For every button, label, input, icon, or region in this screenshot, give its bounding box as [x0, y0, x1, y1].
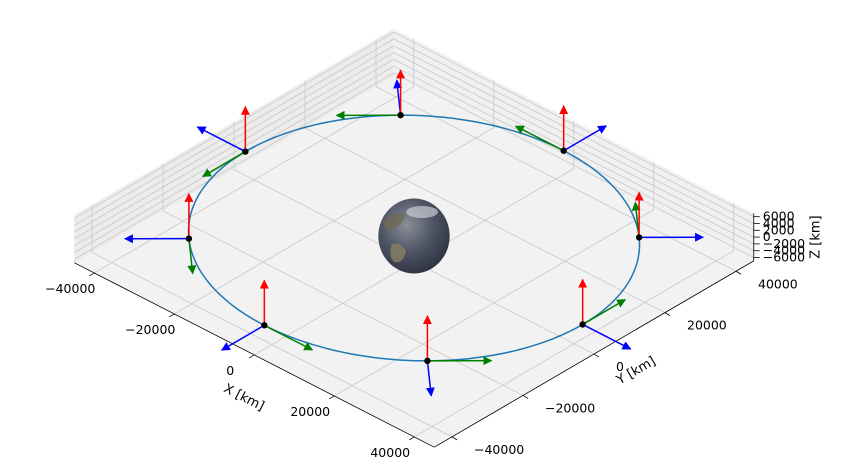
earth-land	[390, 243, 406, 263]
along-track-arrow	[263, 324, 314, 351]
y-tick-label: 20000	[687, 318, 727, 333]
radial-arrow	[563, 125, 608, 152]
radial-arrow	[582, 323, 632, 350]
orbit-point	[397, 111, 404, 119]
x-tick-label: 20000	[290, 404, 330, 419]
orbit-point	[261, 322, 268, 329]
earth-sphere	[378, 198, 450, 274]
orbit-point	[185, 235, 193, 242]
grid-line-z-left	[74, 59, 394, 247]
grid-line-z-back	[393, 59, 754, 245]
radial-arrow	[196, 126, 246, 153]
grid-line-z-back	[393, 31, 754, 218]
radial-arrow	[220, 324, 265, 351]
y-tick-label: −20000	[545, 400, 595, 415]
z-tick-label: 2000	[763, 222, 795, 237]
x-tick-mark	[249, 354, 255, 359]
z-tick-label: 6000	[763, 209, 795, 224]
grid-line-z-left	[74, 72, 394, 260]
grid-line-y-floor	[304, 127, 666, 314]
grid-line-z-back	[393, 72, 754, 258]
along-track-arrow	[514, 125, 565, 152]
grid-line-z-left	[74, 31, 394, 219]
x-tick-label: 40000	[370, 445, 410, 460]
earth-ice	[406, 206, 438, 218]
x-axis-label: X [km]	[221, 381, 266, 414]
orbit-point	[579, 321, 586, 328]
axis-lines	[74, 213, 760, 448]
orbit-point	[635, 234, 643, 241]
y-tick-label: 40000	[758, 276, 798, 291]
along-track-arrow	[201, 150, 246, 178]
z-tick-label: −4000	[763, 243, 805, 258]
grid-line-y-floor	[91, 251, 453, 438]
orbit-point	[560, 147, 567, 154]
grid-line-z-back	[393, 38, 754, 224]
y-tick-label: −40000	[474, 442, 524, 457]
x-tick-mark	[329, 395, 335, 400]
y-tick-mark	[735, 270, 742, 275]
along-track-arrow	[187, 238, 197, 275]
z-tick-label: 4000	[763, 216, 795, 231]
along-track-arrow	[582, 298, 627, 326]
grid-line-z-left	[74, 38, 394, 226]
y-tick-mark	[522, 395, 529, 399]
earth-land	[384, 212, 406, 231]
y-tick-mark	[664, 312, 671, 316]
grid-line-z-left	[74, 45, 394, 233]
grid-line-z-back	[393, 45, 754, 231]
grid-line-z-back	[393, 65, 754, 252]
z-axis-label: Z [km]	[809, 215, 824, 258]
x-tick-label: −40000	[45, 281, 95, 296]
y-tick-mark	[451, 436, 458, 441]
x-tick-label: 0	[226, 363, 234, 378]
y-tick-mark	[593, 353, 600, 358]
y-tick-label: 0	[616, 359, 624, 374]
x-tick-mark	[409, 436, 415, 441]
x-tick-mark	[169, 313, 175, 318]
x-tick-mark	[89, 272, 95, 277]
x-tick-label: −20000	[125, 322, 175, 337]
z-tick-label: −2000	[763, 236, 805, 251]
orbit-point	[424, 357, 431, 365]
orbit-frames	[123, 69, 705, 397]
grid-line-y-floor	[375, 86, 737, 272]
orbit-point	[242, 148, 249, 155]
z-tick-label: −6000	[763, 250, 805, 265]
grid-line-y-floor	[162, 210, 524, 396]
radial-arrow	[425, 360, 435, 397]
z-tick-label: 0	[763, 229, 771, 244]
